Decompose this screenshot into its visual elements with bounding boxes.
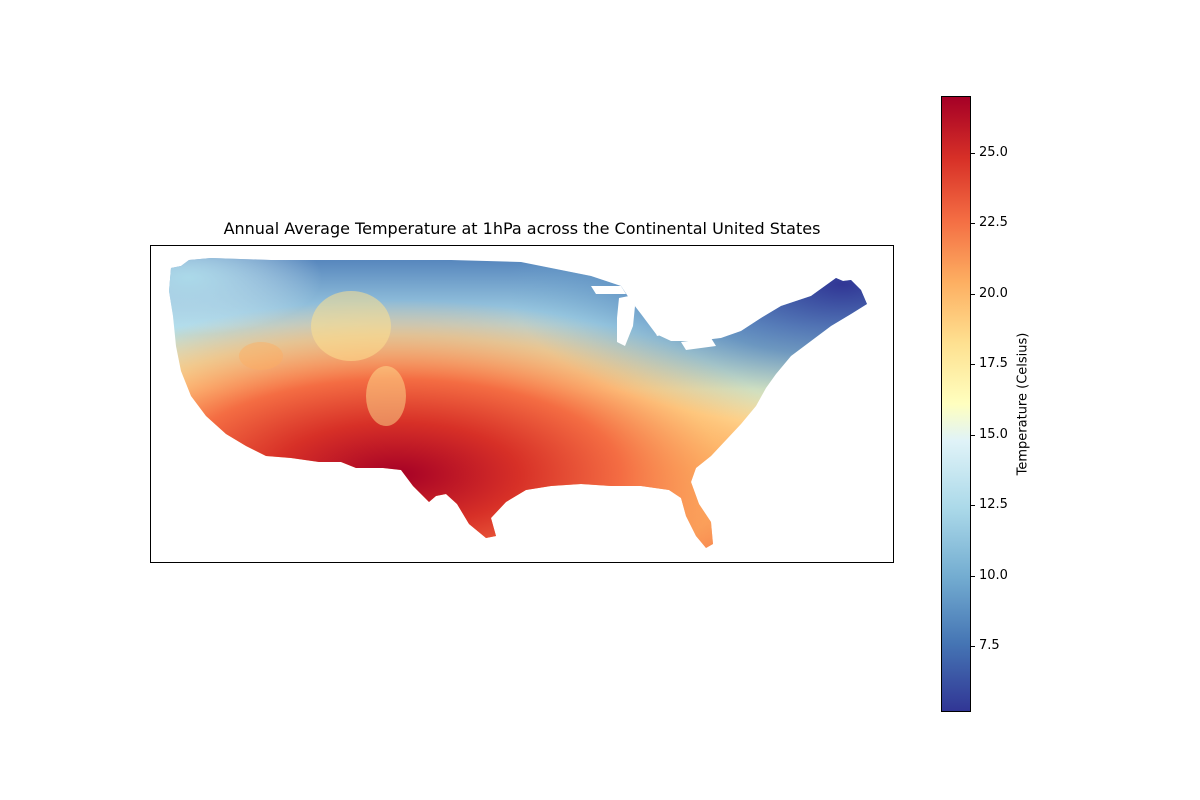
colorbar-tick-label: 25.0 [979,145,1008,160]
colorbar-tick-label: 22.5 [979,215,1008,230]
colorbar-tick [971,435,975,436]
temperature-map [169,258,867,548]
map-axes [150,245,894,563]
colorbar-label: Temperature (Celsius) [1015,332,1031,476]
colorbar-tick-label: 10.0 [979,568,1008,583]
colorbar-tick [971,364,975,365]
colorbar-tick [971,153,975,154]
colorbar [941,96,971,712]
colorbar-tick-label: 15.0 [979,427,1008,442]
colorbar-tick [971,294,975,295]
colorbar-tick [971,646,975,647]
colorbar-tick [971,505,975,506]
colorbar-tick [971,576,975,577]
colorbar-tick-label: 20.0 [979,286,1008,301]
map-title: Annual Average Temperature at 1hPa acros… [223,219,821,238]
colorbar-tick [971,223,975,224]
colorbar-tick-label: 7.5 [979,638,1000,653]
colorbar-tick-label: 12.5 [979,497,1008,512]
colorbar-tick-label: 17.5 [979,356,1008,371]
